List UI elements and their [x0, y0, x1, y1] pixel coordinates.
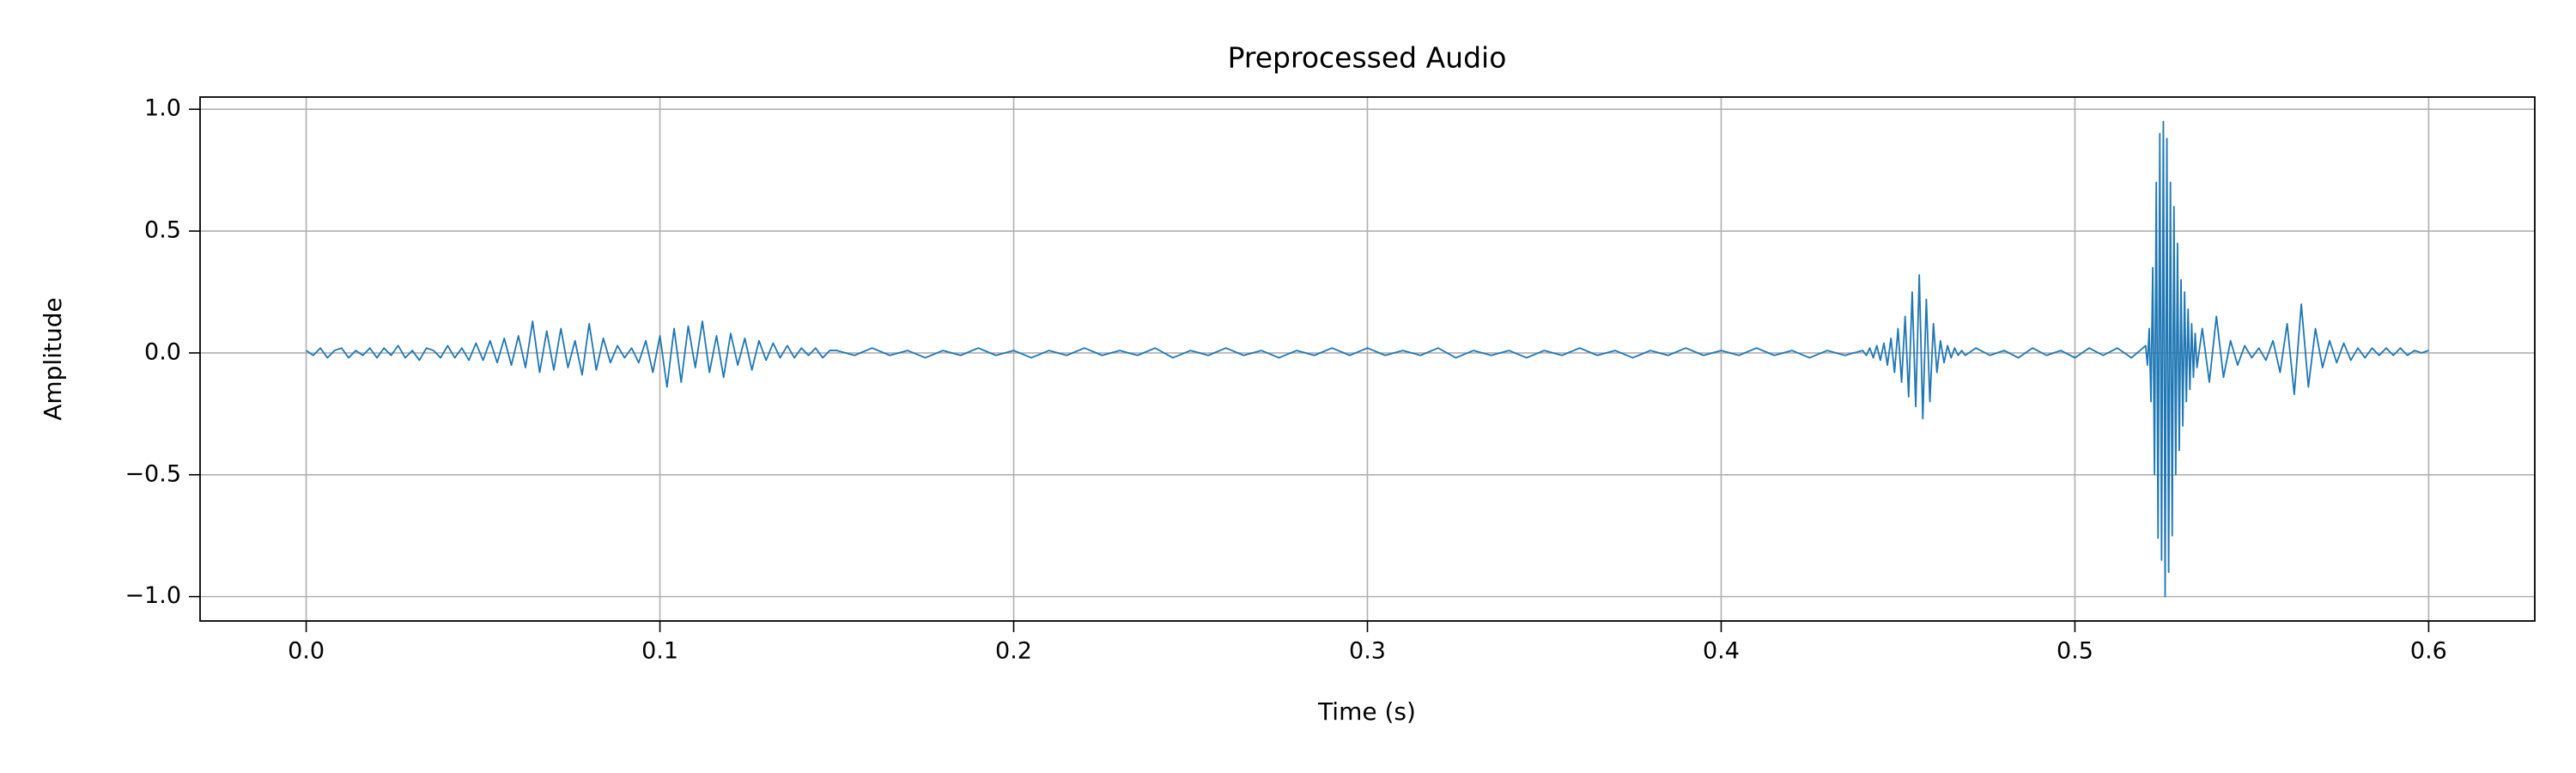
- x-tick-label: 0.2: [995, 638, 1032, 665]
- plot-frame: [199, 96, 2536, 622]
- y-axis-label: Amplitude: [39, 297, 67, 421]
- x-tick-label: 0.3: [1349, 638, 1386, 665]
- x-axis-label: Time (s): [1317, 697, 1416, 726]
- x-tick-label: 0.6: [2410, 638, 2447, 665]
- y-tick-label: 1.0: [144, 95, 181, 122]
- x-tick-label: 0.5: [2057, 638, 2093, 665]
- y-tick-label: −1.0: [125, 582, 181, 609]
- chart-title: Preprocessed Audio: [1228, 41, 1507, 75]
- x-tick-label: 0.0: [288, 638, 325, 665]
- x-tick-label: 0.1: [641, 638, 678, 665]
- x-tick-label: 0.4: [1703, 638, 1740, 665]
- y-tick-label: 0.0: [144, 338, 181, 365]
- waveform-line: [306, 120, 2429, 598]
- y-tick-label: 0.5: [144, 217, 181, 244]
- y-tick-label: −0.5: [125, 460, 181, 487]
